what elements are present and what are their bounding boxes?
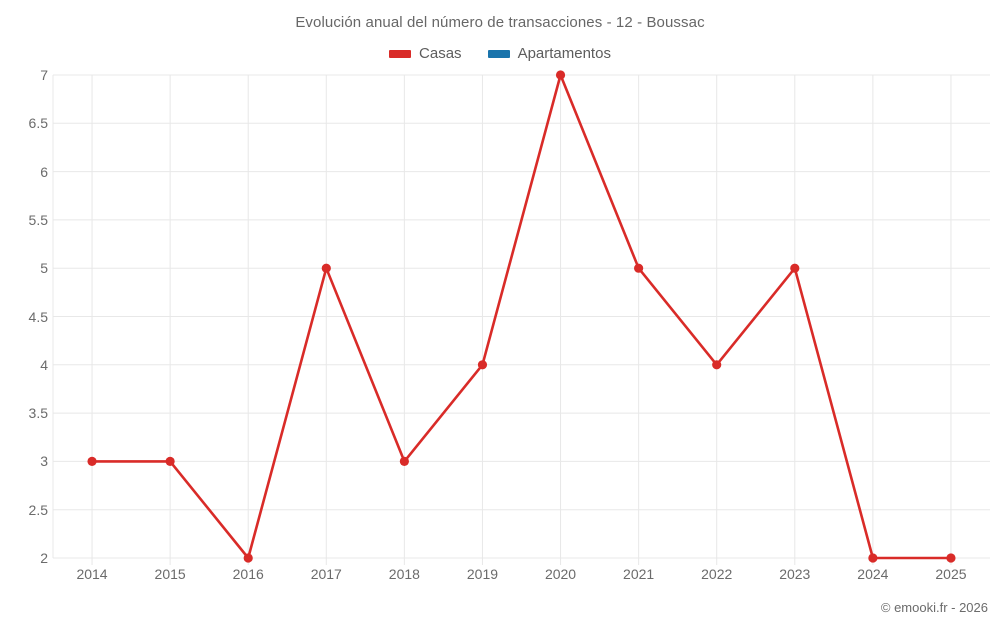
y-axis-tick-label: 4 <box>40 356 48 373</box>
y-axis-tick-label: 4.5 <box>28 308 48 325</box>
legend-item-apartamentos[interactable]: Apartamentos <box>487 45 611 62</box>
legend-swatch-casas <box>389 49 412 58</box>
legend-label-casas: Casas <box>419 45 462 62</box>
x-axis-tick-label: 2017 <box>310 566 342 582</box>
footer-credit: © emooki.fr - 2026 <box>880 600 988 615</box>
data-point[interactable] <box>712 360 722 370</box>
data-point[interactable] <box>87 456 97 466</box>
x-axis-tick-label: 2014 <box>76 566 108 582</box>
y-axis-tick-labels: 2 2.5 3 3.5 4 4.5 5 5.5 6 6.5 7 <box>0 0 48 625</box>
x-axis-tick-label: 2022 <box>701 566 733 582</box>
data-point[interactable] <box>243 553 253 563</box>
series-line-casas <box>90 73 953 560</box>
x-axis-tick-label: 2025 <box>935 566 967 582</box>
x-axis-tick-label: 2020 <box>544 566 577 582</box>
y-axis-tick-label: 2.5 <box>28 501 48 518</box>
data-point[interactable] <box>790 263 800 273</box>
legend-swatch-apartamentos <box>487 49 510 58</box>
x-axis-tick-label: 2015 <box>154 566 186 582</box>
x-axis-tick-label: 2021 <box>623 566 655 582</box>
y-axis-tick-label: 3 <box>40 453 48 470</box>
x-axis-tick-label: 2019 <box>466 566 499 582</box>
y-axis-tick-label: 2 <box>40 550 48 566</box>
chart-legend: Casas Apartamentos <box>0 45 1000 62</box>
y-axis-tick-label: 5 <box>40 260 48 277</box>
x-axis-tick-label: 2016 <box>232 566 264 582</box>
y-axis-tick-label: 3.5 <box>28 405 48 422</box>
data-point[interactable] <box>946 553 956 563</box>
page-title: Evolución anual del número de transaccio… <box>295 14 705 31</box>
y-axis-tick-label: 7 <box>40 67 48 83</box>
x-axis-tick-label: 2023 <box>779 566 811 582</box>
legend-label-apartamentos: Apartamentos <box>517 45 611 62</box>
x-axis-tick-label: 2018 <box>388 566 420 582</box>
y-axis-tick-label: 6 <box>40 163 48 180</box>
data-point[interactable] <box>477 360 488 370</box>
legend-item-casas[interactable]: Casas <box>389 45 462 62</box>
data-point[interactable] <box>321 263 331 273</box>
data-point[interactable] <box>555 70 566 80</box>
data-point[interactable] <box>634 263 644 273</box>
y-axis-tick-label: 6.5 <box>28 115 48 132</box>
data-point[interactable] <box>399 456 409 466</box>
data-point[interactable] <box>165 456 175 466</box>
x-axis-tick-label: 2024 <box>857 566 889 582</box>
y-axis-tick-label: 5.5 <box>28 211 48 228</box>
data-point[interactable] <box>868 553 878 563</box>
